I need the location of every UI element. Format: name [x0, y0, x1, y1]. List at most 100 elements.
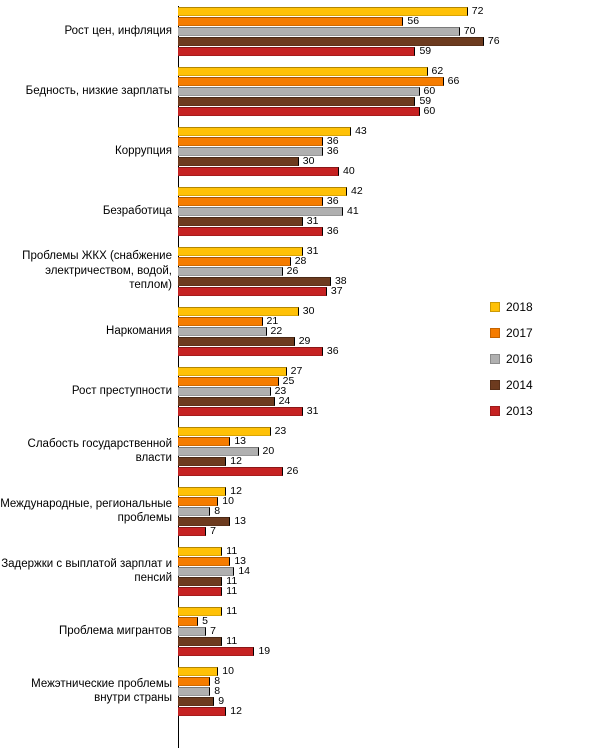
- bar-row: 22: [178, 326, 600, 336]
- bars-container: 2313201226: [178, 426, 600, 476]
- bar-row: 11: [178, 606, 600, 616]
- bar: [178, 307, 299, 316]
- bar-value-label: 7: [210, 625, 216, 637]
- bar-row: 36: [178, 146, 600, 156]
- bars-container: 4336363040: [178, 126, 600, 176]
- bar: [178, 137, 323, 146]
- bar-value-label: 26: [287, 465, 299, 477]
- bar: [178, 397, 275, 406]
- bar-value-label: 26: [287, 265, 299, 277]
- bar-value-label: 62: [432, 65, 444, 77]
- bar: [178, 317, 263, 326]
- bar-row: 29: [178, 336, 600, 346]
- bar-value-label: 23: [275, 425, 287, 437]
- bar-value-label: 36: [327, 145, 339, 157]
- bar-row: 37: [178, 286, 600, 296]
- bar-row: 60: [178, 106, 600, 116]
- bar: [178, 47, 415, 56]
- category-label: Наркомания: [0, 324, 178, 338]
- bar: [178, 157, 299, 166]
- legend-swatch: [490, 406, 500, 416]
- bar-value-label: 36: [327, 345, 339, 357]
- bar-row: 70: [178, 26, 600, 36]
- bar-value-label: 30: [303, 155, 315, 167]
- category-label: Коррупция: [0, 144, 178, 158]
- category-label: Бедность, низкие зарплаты: [0, 84, 178, 98]
- bar-value-label: 66: [448, 75, 460, 87]
- bar-value-label: 31: [307, 245, 319, 257]
- bar-row: 62: [178, 66, 600, 76]
- bar: [178, 687, 210, 696]
- bar-row: 40: [178, 166, 600, 176]
- bar: [178, 277, 331, 286]
- bar: [178, 637, 222, 646]
- bar: [178, 577, 222, 586]
- bar-value-label: 37: [331, 285, 343, 297]
- bar-row: 41: [178, 206, 600, 216]
- bar-value-label: 11: [226, 605, 237, 617]
- bar-value-label: 12: [230, 705, 242, 717]
- legend-swatch: [490, 328, 500, 338]
- bar: [178, 507, 210, 516]
- bar-row: 36: [178, 136, 600, 146]
- bar-row: 36: [178, 226, 600, 236]
- bar-row: 8: [178, 686, 600, 696]
- group-gap: [0, 176, 600, 186]
- bar: [178, 257, 291, 266]
- bar: [178, 447, 259, 456]
- bars-container: 1088912: [178, 666, 600, 716]
- bar: [178, 697, 214, 706]
- bar-row: 43: [178, 126, 600, 136]
- bar: [178, 367, 287, 376]
- bar-row: 59: [178, 46, 600, 56]
- bar-row: 36: [178, 196, 600, 206]
- bar-row: 72: [178, 6, 600, 16]
- bar: [178, 547, 222, 556]
- category-group: Коррупция4336363040: [0, 126, 600, 176]
- bar-row: 10: [178, 496, 600, 506]
- bar-value-label: 36: [327, 195, 339, 207]
- bar: [178, 517, 230, 526]
- group-gap: [0, 236, 600, 246]
- category-label: Безработица: [0, 204, 178, 218]
- bar-row: 59: [178, 96, 600, 106]
- bar: [178, 557, 230, 566]
- group-gap: [0, 56, 600, 66]
- bar-row: 36: [178, 346, 600, 356]
- bar-value-label: 76: [488, 35, 500, 47]
- bar-row: 12: [178, 706, 600, 716]
- bar-row: 30: [178, 306, 600, 316]
- category-group: Слабость государственной власти231320122…: [0, 426, 600, 476]
- bar: [178, 17, 403, 26]
- bar-row: 31: [178, 246, 600, 256]
- category-label: Рост цен, инфляция: [0, 24, 178, 38]
- bar-row: 42: [178, 186, 600, 196]
- bar-value-label: 31: [307, 405, 319, 417]
- bars-container: 6266605960: [178, 66, 600, 116]
- bar-row: 12: [178, 486, 600, 496]
- bar: [178, 227, 323, 236]
- bar: [178, 527, 206, 536]
- category-label: Проблемы ЖКХ (снабжение электричеством, …: [0, 249, 178, 292]
- bar-row: 19: [178, 646, 600, 656]
- bars-container: 11571119: [178, 606, 600, 656]
- bar: [178, 377, 279, 386]
- bar-value-label: 12: [230, 455, 242, 467]
- category-label: Слабость государственной власти: [0, 437, 178, 466]
- category-group: Проблемы ЖКХ (снабжение электричеством, …: [0, 246, 600, 296]
- bar: [178, 647, 254, 656]
- bar: [178, 607, 222, 616]
- category-label: Межэтнические проблемы внутри страны: [0, 677, 178, 706]
- category-label: Проблема мигрантов: [0, 624, 178, 638]
- bar-value-label: 5: [202, 615, 208, 627]
- bar-row: 5: [178, 616, 600, 626]
- bar-row: 24: [178, 396, 600, 406]
- category-group: Бедность, низкие зарплаты6266605960: [0, 66, 600, 116]
- bar-value-label: 43: [355, 125, 367, 137]
- bar-value-label: 7: [210, 525, 216, 537]
- bar-value-label: 56: [407, 15, 419, 27]
- legend-swatch: [490, 354, 500, 364]
- bar-row: 31: [178, 216, 600, 226]
- bar: [178, 627, 206, 636]
- bar: [178, 97, 415, 106]
